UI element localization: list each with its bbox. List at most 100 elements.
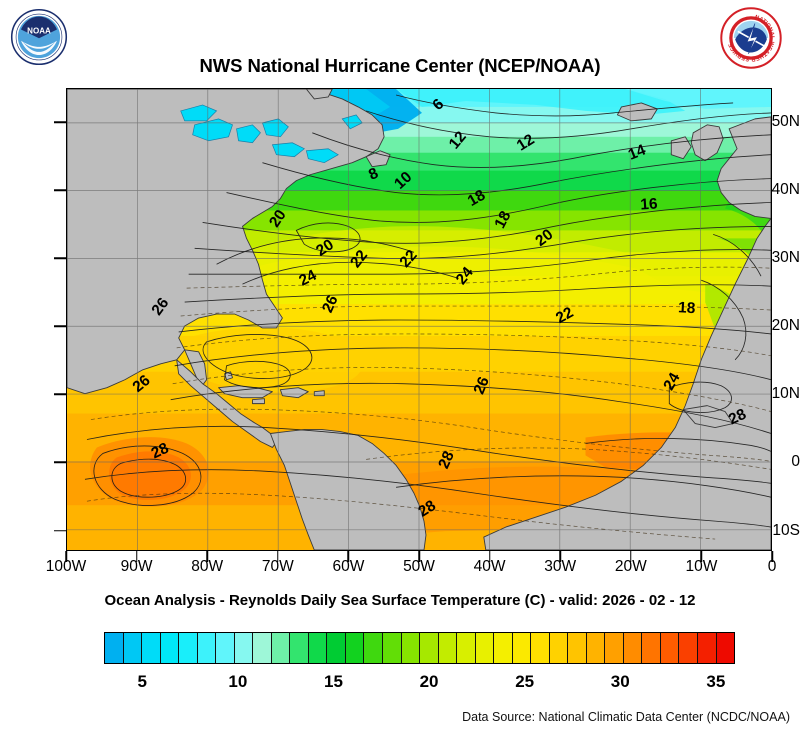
- colorbar-swatch: [290, 633, 309, 663]
- colorbar-swatch: [197, 633, 217, 663]
- x-tick-label: 50W: [403, 558, 435, 575]
- x-tick-mark: [206, 551, 208, 562]
- colorbar-swatch: [698, 633, 717, 663]
- contour-label: 24: [660, 370, 684, 394]
- contour-label: 18: [491, 208, 514, 231]
- land-mask: [67, 89, 771, 550]
- contour-label: 12: [514, 131, 538, 154]
- colorbar-swatch: [105, 633, 124, 663]
- colorbar-swatch: [308, 633, 328, 663]
- contour-label: 24: [296, 267, 319, 290]
- colorbar-swatch: [475, 633, 495, 663]
- colorbar-swatch: [457, 633, 476, 663]
- y-tick-mark: [54, 325, 66, 328]
- colorbar-tick-label: 25: [515, 672, 535, 691]
- contour-label: 22: [553, 304, 576, 327]
- colorbar: [104, 632, 735, 664]
- x-tick-label: 80W: [191, 558, 224, 575]
- map-graticule: [67, 89, 771, 550]
- y-tick-label: 20N: [771, 317, 800, 335]
- x-tick-label: 60W: [332, 558, 365, 575]
- colorbar-swatch: [716, 633, 735, 663]
- y-tick-mark: [54, 393, 66, 396]
- colorbar-swatch: [327, 633, 346, 663]
- colorbar-swatch: [531, 633, 550, 663]
- colorbar-swatch: [605, 633, 624, 663]
- colorbar-tick-label: 15: [323, 672, 343, 691]
- y-tick-label: 40N: [771, 181, 800, 199]
- contour-label: 28: [435, 448, 458, 471]
- y-tick-label: 50N: [771, 113, 800, 131]
- colorbar-swatch: [494, 633, 513, 663]
- y-tick-mark: [54, 121, 66, 123]
- x-tick-mark: [488, 551, 491, 562]
- x-tick-label: 10W: [685, 558, 718, 575]
- page-title: NWS National Hurricane Center (NCEP/NOAA…: [199, 55, 601, 76]
- contour-label: 20: [532, 226, 556, 250]
- colorbar-swatch: [679, 633, 698, 663]
- y-tick-mark: [54, 529, 66, 532]
- colorbar-swatch: [382, 633, 402, 663]
- colorbar-swatch: [253, 633, 272, 663]
- colorbar-swatch: [234, 633, 254, 663]
- contour-label: 28: [726, 406, 749, 429]
- y-tick-mark: [54, 461, 66, 464]
- colorbar-swatch: [160, 633, 180, 663]
- svg-text:NOAA: NOAA: [27, 26, 51, 35]
- contour-label: 20: [313, 236, 337, 260]
- y-tick-label: 30N: [771, 249, 800, 267]
- x-tick-label: 0: [767, 558, 777, 575]
- colorbar-swatch: [123, 633, 143, 663]
- contour-label: 20: [266, 207, 290, 231]
- x-tick-label: 20W: [614, 558, 647, 575]
- colorbar-tick-label: 35: [706, 672, 726, 691]
- y-tick-label: 0: [791, 453, 800, 471]
- y-tick-mark: [54, 189, 66, 191]
- colorbar-swatch: [438, 633, 458, 663]
- contour-label: 18: [465, 186, 489, 209]
- sst-contours-minor: [86, 266, 771, 540]
- contour-label: 26: [319, 292, 342, 315]
- contour-label: 28: [415, 497, 439, 521]
- colorbar-swatch: [420, 633, 439, 663]
- x-tick-label: 90W: [120, 558, 153, 575]
- x-tick-mark: [418, 551, 420, 562]
- colorbar-swatch: [179, 633, 198, 663]
- colorbar-swatch: [549, 633, 569, 663]
- sst-map: 6 8 10 12 12 14 16 18 18 18 20 20 20 22 22 22 24 24 24 26 26…: [66, 88, 772, 551]
- data-source-note: Data Source: National Climatic Data Cent…: [462, 710, 790, 724]
- y-tick-mark: [54, 257, 66, 259]
- x-tick-mark: [700, 551, 703, 562]
- contour-label: 14: [626, 141, 649, 163]
- colorbar-swatch: [623, 633, 643, 663]
- colorbar-tick-label: 5: [137, 672, 147, 691]
- colorbar-swatch: [568, 633, 587, 663]
- colorbar-swatch: [216, 633, 235, 663]
- x-tick-mark: [559, 551, 561, 562]
- colorbar-tick-label: 30: [610, 672, 630, 691]
- colorbar-swatch: [364, 633, 383, 663]
- x-tick-label: 40W: [473, 558, 506, 575]
- x-tick-mark: [65, 551, 67, 562]
- colorbar-swatch: [142, 633, 161, 663]
- x-tick-mark: [135, 551, 138, 562]
- colorbar-swatch: [660, 633, 680, 663]
- colorbar-swatch: [586, 633, 606, 663]
- colorbar-swatch: [642, 633, 661, 663]
- colorbar-swatch: [512, 633, 532, 663]
- y-tick-label: 10S: [772, 521, 800, 539]
- colorbar-tick-label: 10: [228, 672, 248, 691]
- contour-label: 26: [471, 374, 493, 397]
- x-tick-label: 100W: [45, 558, 87, 575]
- map-subtitle: Ocean Analysis - Reynolds Daily Sea Surf…: [104, 592, 696, 609]
- x-tick-label: 70W: [261, 558, 294, 575]
- contour-label: 18: [678, 299, 696, 317]
- x-tick-mark: [630, 551, 632, 562]
- x-tick-mark: [771, 551, 773, 562]
- colorbar-swatch: [345, 633, 365, 663]
- y-tick-label: 10N: [771, 385, 800, 403]
- colorbar-swatch: [401, 633, 421, 663]
- colorbar-swatch: [271, 633, 291, 663]
- contour-label: 28: [149, 439, 172, 462]
